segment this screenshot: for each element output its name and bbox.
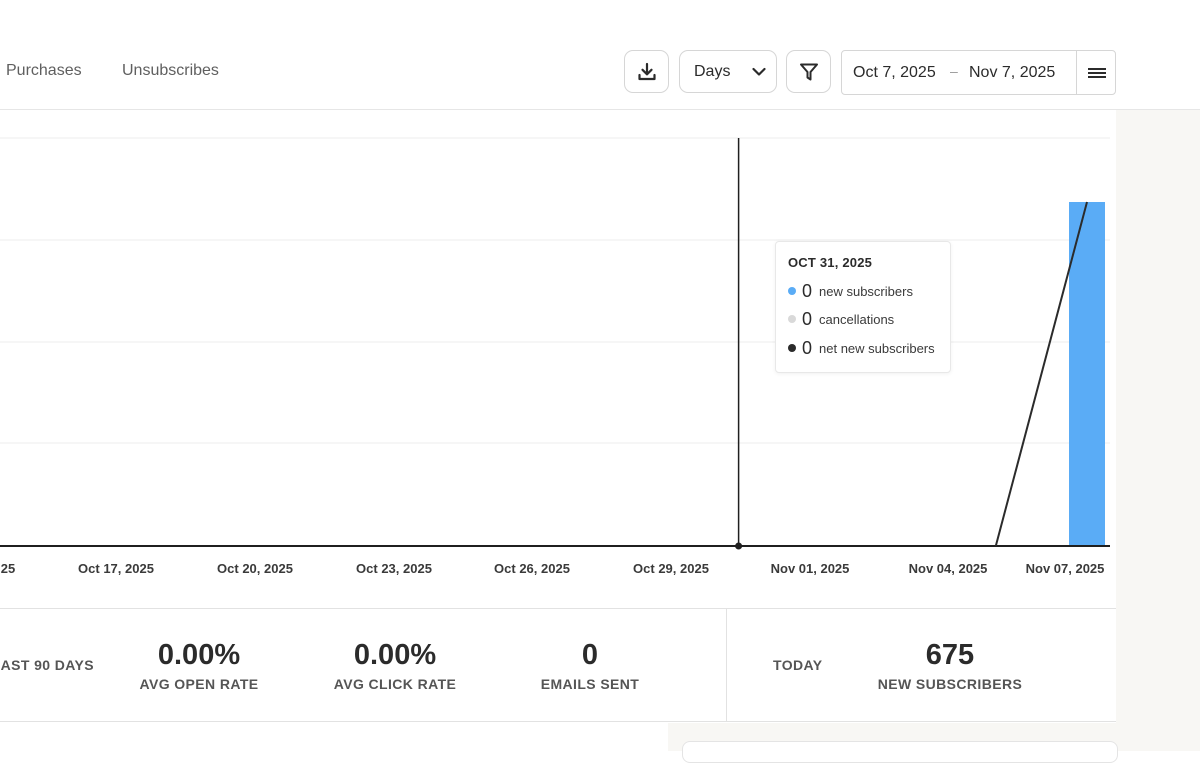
subscribers-chart[interactable]: 25 Oct 17, 2025 Oct 20, 2025 Oct 23, 2025 Oc…	[0, 110, 1116, 608]
tooltip-label: net new subscribers	[819, 340, 935, 356]
tab-purchases[interactable]: Purchases	[6, 62, 82, 79]
chart-tooltip: OCT 31, 2025 0 new subscribers 0 cancell…	[775, 241, 951, 373]
period-label: LAST 90 DAYS	[0, 657, 94, 673]
metric-label: NEW SUBSCRIBERS	[877, 676, 1023, 692]
tooltip-date: OCT 31, 2025	[788, 255, 873, 270]
chevron-down-icon	[752, 67, 767, 76]
chart-grid	[0, 137, 1110, 444]
x-tick-label: Oct 23, 2025	[356, 561, 432, 576]
metric-avg-click-rate: 0.00% AVG CLICK RATE	[315, 638, 475, 692]
tooltip-row-net-new-subscribers: 0 net new subscribers	[788, 338, 935, 358]
x-tick-label: Nov 01, 2025	[771, 561, 850, 576]
x-tick-label: Nov 07, 2025	[1026, 561, 1105, 576]
date-range-picker[interactable]: Oct 7, 2025 – Nov 7, 2025	[841, 50, 1116, 95]
date-range-divider	[1076, 51, 1077, 94]
download-button[interactable]	[624, 50, 669, 93]
granularity-select[interactable]: Days	[679, 50, 777, 93]
metric-value: 675	[925, 639, 975, 671]
legend-dot-icon	[788, 344, 796, 352]
metric-value: 0.00%	[353, 639, 437, 671]
metric-value: 0.00%	[157, 639, 241, 671]
x-tick-label: Oct 20, 2025	[217, 561, 293, 576]
bottom-card	[682, 741, 1118, 763]
tooltip-row-cancellations: 0 cancellations	[788, 309, 894, 329]
date-separator: –	[950, 63, 958, 79]
metric-label: EMAILS SENT	[540, 676, 640, 692]
download-icon	[637, 62, 656, 80]
metric-new-subscribers: 675 NEW SUBSCRIBERS	[860, 638, 1040, 692]
bar-new-subscribers	[1069, 202, 1105, 546]
metric-avg-open-rate: 0.00% AVG OPEN RATE	[119, 638, 279, 692]
legend-dot-icon	[788, 287, 796, 295]
metric-label: AVG OPEN RATE	[139, 676, 259, 692]
tooltip-value: 0	[802, 308, 813, 329]
metric-value: 0	[581, 639, 599, 671]
line-net-new-subscribers	[994, 201, 1088, 547]
metric-emails-sent: 0 EMAILS SENT	[510, 638, 670, 692]
tooltip-label: new subscribers	[819, 283, 913, 299]
metric-label: AVG CLICK RATE	[333, 676, 457, 692]
date-start[interactable]: Oct 7, 2025	[853, 64, 936, 81]
x-tick-label: 25	[1, 561, 15, 576]
stats-top-divider	[0, 608, 1116, 609]
x-tick-label: Oct 17, 2025	[78, 561, 154, 576]
x-tick-label: Oct 26, 2025	[494, 561, 570, 576]
today-label: TODAY	[773, 657, 823, 673]
x-tick-label: Nov 04, 2025	[909, 561, 988, 576]
legend-dot-icon	[788, 315, 796, 323]
stats-bottom-divider	[0, 721, 1116, 722]
side-panel-background	[1116, 110, 1200, 751]
filter-button[interactable]	[786, 50, 831, 93]
hover-point	[735, 542, 743, 550]
tooltip-value: 0	[802, 280, 813, 301]
tooltip-label: cancellations	[819, 311, 895, 327]
menu-icon	[1087, 67, 1106, 78]
filter-icon	[799, 63, 818, 80]
tab-unsubscribes[interactable]: Unsubscribes	[122, 62, 219, 79]
granularity-label: Days	[694, 62, 731, 80]
date-end[interactable]: Nov 7, 2025	[969, 64, 1056, 81]
date-range-menu-button[interactable]	[1077, 51, 1116, 94]
header-divider	[0, 109, 1200, 110]
stats-vertical-divider	[726, 609, 727, 721]
x-tick-label: Oct 29, 2025	[633, 561, 709, 576]
tooltip-value: 0	[802, 337, 813, 358]
tooltip-row-new-subscribers: 0 new subscribers	[788, 281, 913, 301]
